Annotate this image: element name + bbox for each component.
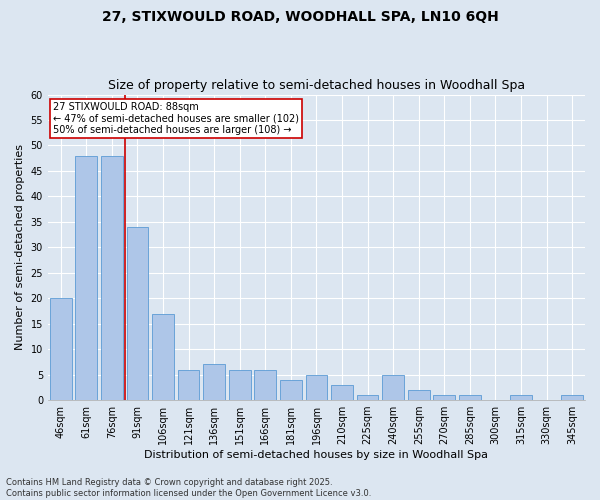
Bar xyxy=(331,385,353,400)
Bar xyxy=(101,156,123,400)
Bar xyxy=(305,374,328,400)
Bar xyxy=(76,156,97,400)
Bar xyxy=(459,395,481,400)
Bar xyxy=(357,395,379,400)
Bar xyxy=(127,227,148,400)
Bar xyxy=(178,370,199,400)
Title: Size of property relative to semi-detached houses in Woodhall Spa: Size of property relative to semi-detach… xyxy=(108,79,525,92)
Bar xyxy=(433,395,455,400)
Bar xyxy=(382,374,404,400)
Bar xyxy=(280,380,302,400)
Bar xyxy=(562,395,583,400)
Bar xyxy=(152,314,174,400)
Bar xyxy=(50,298,71,400)
Text: Contains HM Land Registry data © Crown copyright and database right 2025.
Contai: Contains HM Land Registry data © Crown c… xyxy=(6,478,371,498)
Bar xyxy=(254,370,276,400)
X-axis label: Distribution of semi-detached houses by size in Woodhall Spa: Distribution of semi-detached houses by … xyxy=(145,450,488,460)
Bar xyxy=(408,390,430,400)
Bar xyxy=(510,395,532,400)
Text: 27, STIXWOULD ROAD, WOODHALL SPA, LN10 6QH: 27, STIXWOULD ROAD, WOODHALL SPA, LN10 6… xyxy=(101,10,499,24)
Text: 27 STIXWOULD ROAD: 88sqm
← 47% of semi-detached houses are smaller (102)
50% of : 27 STIXWOULD ROAD: 88sqm ← 47% of semi-d… xyxy=(53,102,299,136)
Y-axis label: Number of semi-detached properties: Number of semi-detached properties xyxy=(15,144,25,350)
Bar xyxy=(203,364,225,400)
Bar xyxy=(229,370,251,400)
